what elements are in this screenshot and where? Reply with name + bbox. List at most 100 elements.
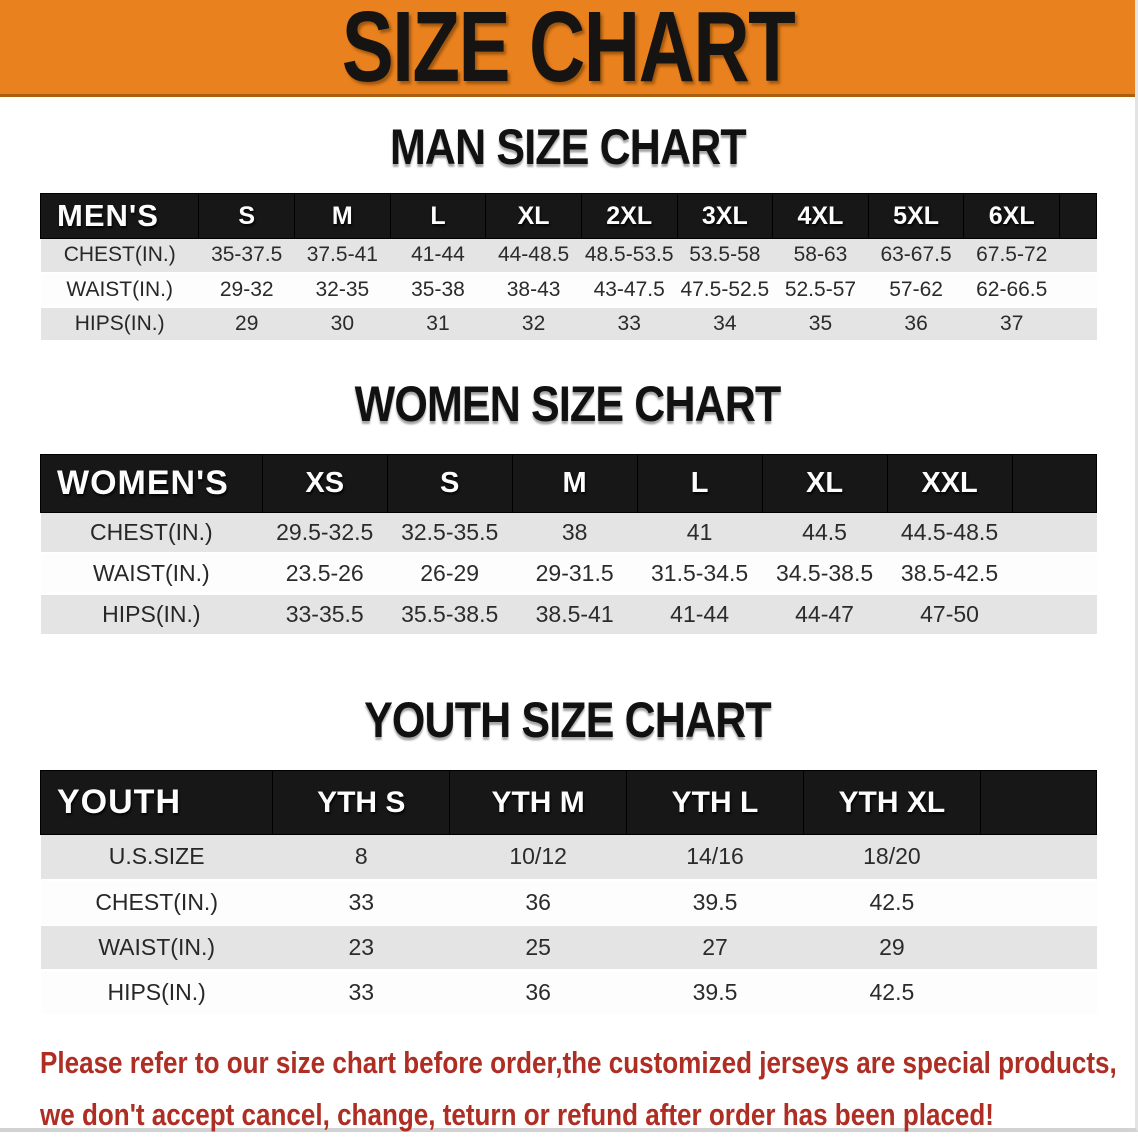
men-size-col-header: M (294, 193, 391, 239)
men-header-row: MEN'S S M L XL 2XL 3XL 4XL 5XL 6XL (39, 193, 1097, 239)
size-value-cell: 33-35.5 (262, 594, 388, 636)
size-value-cell: 44.5 (762, 512, 888, 554)
size-value-cell: 10/12 (449, 834, 627, 881)
row-label: WAIST(IN.) (40, 924, 273, 971)
youth-measure-row: HIPS(IN.) 33 36 39.5 42.5 (40, 969, 1097, 1016)
size-value-cell: 38 (512, 512, 638, 554)
youth-size-col-header: YTH S (272, 770, 451, 835)
size-value-cell: 31.5-34.5 (637, 553, 763, 595)
men-size-col-header: 5XL (867, 193, 965, 239)
size-value-cell: 26-29 (387, 553, 513, 595)
disclaimer-line-2-text: we don't accept cancel, change, teturn o… (40, 1096, 994, 1132)
size-value-cell: 43-47.5 (581, 272, 678, 308)
size-value-cell: 37.5-41 (294, 238, 391, 274)
spacer-cell (1011, 453, 1098, 513)
size-value-cell: 29 (803, 924, 981, 971)
men-table-wrap: MEN'S S M L XL 2XL 3XL 4XL 5XL 6XL CHEST(IN.) 35-37… (39, 193, 1097, 342)
size-value-cell: 36 (868, 306, 964, 342)
row-label: CHEST(IN.) (40, 879, 273, 926)
size-value-cell: 67.5-72 (963, 238, 1060, 274)
size-value-cell: 39.5 (626, 879, 804, 926)
youth-size-col-header: YTH XL (802, 770, 981, 835)
size-value-cell: 31 (390, 306, 486, 342)
size-value-cell: 37 (963, 306, 1060, 342)
spacer-cell (1012, 553, 1097, 595)
size-value-cell: 35-37.5 (198, 238, 295, 274)
size-value-cell: 35-38 (390, 272, 486, 308)
size-value-cell: 42.5 (803, 879, 981, 926)
size-value-cell: 29-31.5 (512, 553, 638, 595)
size-value-cell: 62-66.5 (963, 272, 1060, 308)
size-value-cell: 48.5-53.5 (581, 238, 678, 274)
men-size-col-header: S (198, 193, 296, 239)
size-value-cell: 36 (449, 879, 627, 926)
size-value-cell: 35 (772, 306, 869, 342)
men-corner-label: MEN'S (39, 193, 200, 239)
women-size-col-header: XL (761, 453, 888, 513)
size-value-cell: 27 (626, 924, 804, 971)
size-value-cell: 34.5-38.5 (762, 553, 888, 595)
spacer-cell (1059, 193, 1097, 239)
size-value-cell: 41-44 (390, 238, 486, 274)
size-value-cell: 34 (677, 306, 773, 342)
size-value-cell: 44.5-48.5 (887, 512, 1013, 554)
size-value-cell: 35.5-38.5 (387, 594, 513, 636)
women-size-table: WOMEN'S XS S M L XL XXL CHEST(IN.) 29.5-32.5 32.5… (40, 453, 1098, 636)
size-value-cell: 23 (272, 924, 450, 971)
row-label: U.S.SIZE (40, 834, 273, 881)
youth-measure-row: WAIST(IN.) 23 25 27 29 (40, 924, 1097, 971)
size-value-cell: 32 (485, 306, 582, 342)
row-label: WAIST(IN.) (40, 553, 263, 595)
section-youth: YOUTH SIZE CHART YOUTH YTH S YTH M YTH L YTH … (0, 692, 1135, 1016)
spacer-cell (1012, 512, 1097, 554)
spacer-cell (1059, 238, 1097, 274)
size-value-cell: 47-50 (887, 594, 1013, 636)
size-value-cell: 39.5 (626, 969, 804, 1016)
size-value-cell: 41 (637, 512, 763, 554)
men-size-col-header: 6XL (963, 193, 1061, 239)
women-chart-title-text: WOMEN SIZE CHART (354, 375, 782, 432)
women-size-col-header: XXL (886, 453, 1013, 513)
women-size-col-header: M (511, 453, 638, 513)
size-value-cell: 14/16 (626, 834, 804, 881)
spacer-cell (1012, 594, 1097, 636)
youth-header-row: YOUTH YTH S YTH M YTH L YTH XL (39, 770, 1098, 835)
size-value-cell: 44-48.5 (485, 238, 582, 274)
men-size-table: MEN'S S M L XL 2XL 3XL 4XL 5XL 6XL CHEST(IN.) 35-37… (39, 193, 1097, 342)
women-size-col-header: S (386, 453, 513, 513)
youth-size-table: YOUTH YTH S YTH M YTH L YTH XL U.S.SIZE 8 10/12… (39, 770, 1098, 1016)
size-value-cell: 57-62 (868, 272, 964, 308)
size-value-cell: 63-67.5 (868, 238, 964, 274)
men-size-col-header: 3XL (676, 193, 774, 239)
men-chart-title: MAN SIZE CHART (0, 122, 1135, 172)
disclaimer-line-1: Please refer to our size chart before or… (40, 1040, 1135, 1092)
men-size-col-header: XL (485, 193, 582, 239)
row-label: WAIST(IN.) (40, 272, 199, 308)
youth-chart-title: YOUTH SIZE CHART (0, 692, 1135, 748)
women-corner-label: WOMEN'S (40, 453, 263, 513)
size-value-cell: 32.5-35.5 (387, 512, 513, 554)
size-value-cell: 52.5-57 (772, 272, 869, 308)
row-label: HIPS(IN.) (40, 306, 199, 342)
youth-size-col-header: YTH M (449, 770, 628, 835)
size-value-cell: 38.5-42.5 (887, 553, 1013, 595)
size-value-cell: 29-32 (198, 272, 295, 308)
men-measure-row: CHEST(IN.) 35-37.5 37.5-41 41-44 44-48.5 48.5… (40, 238, 1097, 274)
row-label: HIPS(IN.) (40, 969, 273, 1016)
men-size-col-header: 2XL (580, 193, 678, 239)
youth-chart-title-text: YOUTH SIZE CHART (364, 692, 772, 748)
disclaimer-line-2: we don't accept cancel, change, teturn o… (40, 1092, 1135, 1144)
men-size-col-header: 4XL (772, 193, 869, 239)
youth-corner-label: YOUTH (39, 770, 274, 835)
women-chart-title: WOMEN SIZE CHART (0, 375, 1135, 432)
size-value-cell: 44-47 (762, 594, 888, 636)
disclaimer-line-1-text: Please refer to our size chart before or… (40, 1044, 1117, 1080)
size-value-cell: 36 (449, 969, 627, 1016)
size-value-cell: 25 (449, 924, 627, 971)
spacer-cell (980, 924, 1097, 971)
section-women: WOMEN SIZE CHART WOMEN'S XS S M L XL XXL CHEST(I… (0, 375, 1135, 636)
size-value-cell: 42.5 (803, 969, 981, 1016)
men-measure-row: WAIST(IN.) 29-32 32-35 35-38 38-43 43-47.5 47.… (40, 272, 1097, 308)
spacer-cell (1059, 306, 1097, 342)
